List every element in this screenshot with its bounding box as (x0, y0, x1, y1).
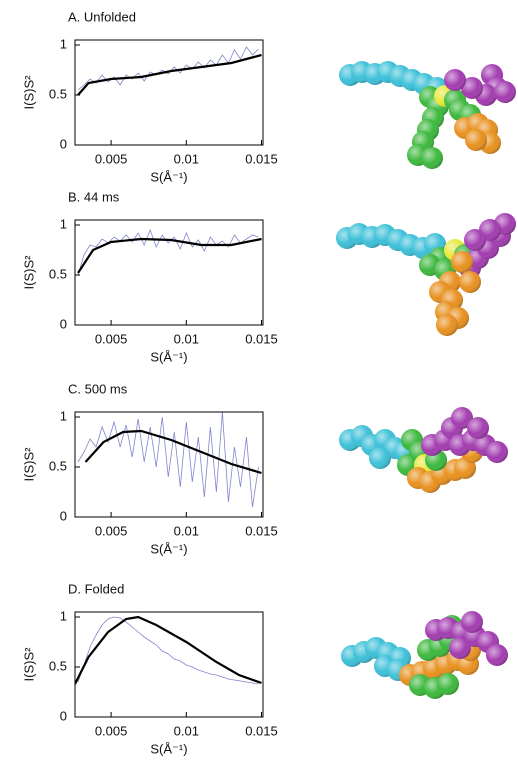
y-axis-label: I(S)S² (21, 647, 36, 682)
y-tick-label: 0.5 (49, 86, 67, 101)
x-tick-label: 0.005 (95, 331, 128, 346)
x-tick-label: 0.005 (95, 151, 128, 166)
x-axis-label: S(Å⁻¹) (150, 169, 187, 184)
atom-shade (436, 314, 458, 336)
y-tick-label: 1 (60, 36, 67, 51)
y-tick-label: 0 (60, 508, 67, 523)
atom-shade (467, 417, 489, 439)
molecule-model (341, 611, 508, 699)
y-tick-label: 1 (60, 408, 67, 423)
plot-frame (74, 219, 264, 326)
atom-shade (451, 251, 473, 273)
panel-title: A. Unfolded (68, 9, 136, 24)
fit-line (75, 615, 262, 685)
y-tick-label: 0 (60, 316, 67, 331)
x-tick-label: 0.005 (95, 723, 128, 738)
y-tick-label: 0.5 (49, 458, 67, 473)
fit-line (84, 429, 262, 475)
panel-title: C. 500 ms (68, 381, 128, 396)
atom-shade (449, 637, 471, 659)
y-axis-label: I(S)S² (21, 447, 36, 482)
x-axis-label: S(Å⁻¹) (150, 741, 187, 756)
atom-shade (486, 441, 508, 463)
y-tick-label: 0.5 (49, 266, 67, 281)
data-line (77, 228, 259, 276)
x-tick-label: 0.015 (245, 523, 278, 538)
data-line (77, 412, 259, 508)
atom-shade (464, 229, 486, 251)
plot-frame (74, 411, 264, 518)
atom-shade (461, 77, 483, 99)
x-tick-label: 0.005 (95, 523, 128, 538)
plot-frame (74, 611, 264, 718)
atom-shade (465, 129, 487, 151)
y-tick-label: 0 (60, 136, 67, 151)
x-tick-label: 0.01 (174, 331, 199, 346)
x-axis-label: S(Å⁻¹) (150, 541, 187, 556)
x-tick-label: 0.015 (245, 723, 278, 738)
atom-shade (421, 147, 443, 169)
fit-line (77, 53, 262, 96)
atom-shade (437, 673, 459, 695)
panel-title: D. Folded (68, 581, 124, 596)
atom-shade (459, 271, 481, 293)
y-tick-label: 0.5 (49, 658, 67, 673)
atom-shade (369, 447, 391, 469)
y-tick-label: 0 (60, 708, 67, 723)
data-line (77, 46, 259, 91)
atom-shade (494, 81, 516, 103)
y-axis-label: I(S)S² (21, 75, 36, 110)
x-tick-label: 0.015 (245, 331, 278, 346)
atom-shade (486, 644, 508, 666)
plot-frame (74, 39, 264, 146)
fit-line (77, 237, 262, 274)
atom-shade (444, 69, 466, 91)
data-line (77, 616, 259, 685)
x-tick-label: 0.015 (245, 151, 278, 166)
x-axis-label: S(Å⁻¹) (150, 349, 187, 364)
atom-shade (451, 407, 473, 429)
y-tick-label: 1 (60, 608, 67, 623)
x-tick-label: 0.01 (174, 523, 199, 538)
x-tick-label: 0.01 (174, 151, 199, 166)
panel-title: B. 44 ms (68, 189, 120, 204)
y-axis-label: I(S)S² (21, 255, 36, 290)
molecule-model (339, 61, 516, 169)
molecule-model (339, 407, 508, 493)
y-tick-label: 1 (60, 216, 67, 231)
molecule-model (336, 213, 516, 336)
atom-shade (461, 611, 483, 633)
x-tick-label: 0.01 (174, 723, 199, 738)
